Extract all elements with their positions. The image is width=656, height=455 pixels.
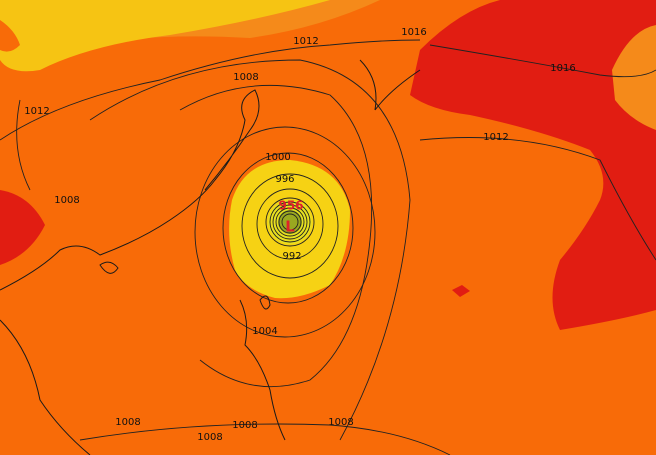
isobar-label: 996 — [275, 174, 294, 185]
isobar-label: 1016 — [401, 27, 426, 38]
isobar-label: 1000 — [265, 152, 290, 163]
high-region — [612, 25, 656, 130]
low-symbol: L — [285, 218, 295, 236]
isobar-label: 1008 — [232, 420, 257, 431]
high-pressure-region — [0, 190, 45, 265]
coastlines — [0, 59, 421, 455]
isobar-label: 1016 — [550, 63, 575, 74]
low-region — [0, 20, 20, 52]
isobar-label: 1008 — [328, 417, 353, 428]
high-pressure-region — [410, 0, 656, 330]
low-pressure-value: 956 — [278, 199, 303, 213]
isobar-label: 1012 — [24, 106, 49, 117]
isobar-label: 1008 — [197, 432, 222, 443]
typhoon-eye — [278, 210, 302, 234]
isobar-label: 1012 — [483, 132, 508, 143]
isobar-label: 1004 — [252, 326, 277, 337]
yellow-region — [0, 0, 330, 72]
isobars — [0, 39, 656, 455]
isobar-label: 1008 — [115, 417, 140, 428]
isobar-label: 1008 — [233, 72, 258, 83]
isobar-label: 992 — [282, 251, 301, 262]
high-pressure-region — [452, 285, 470, 297]
isobar-label: 1008 — [54, 195, 79, 206]
isobar-label: 1012 — [293, 36, 318, 47]
